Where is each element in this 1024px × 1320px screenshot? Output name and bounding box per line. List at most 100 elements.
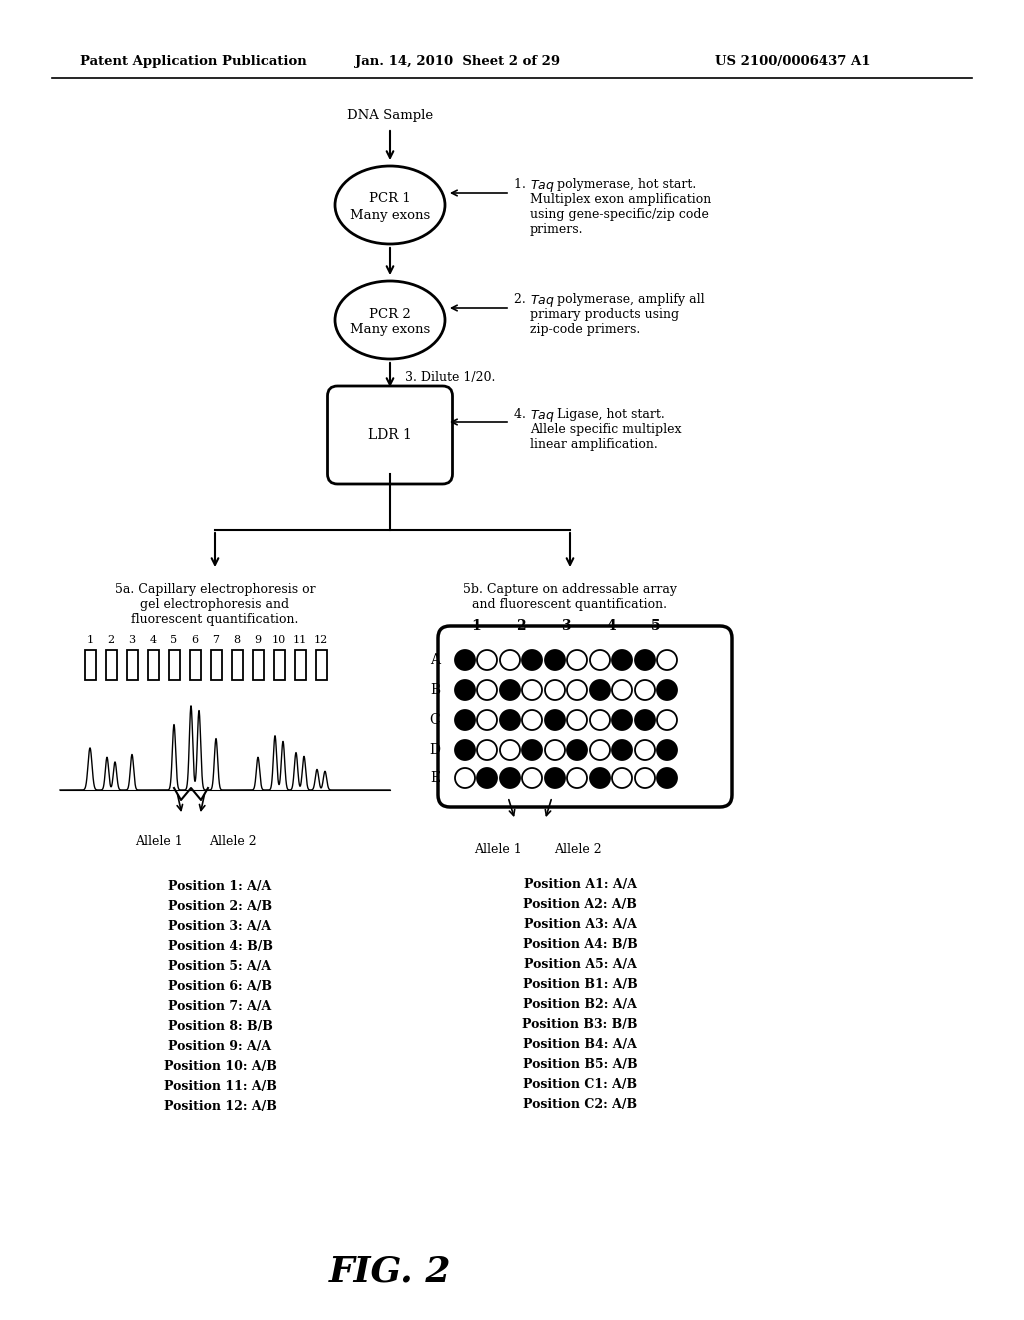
- Text: 4.: 4.: [514, 408, 529, 421]
- Circle shape: [657, 680, 677, 700]
- Circle shape: [612, 649, 632, 671]
- Circle shape: [455, 680, 475, 700]
- Text: 8: 8: [233, 635, 241, 645]
- Text: Position 6: A/B: Position 6: A/B: [168, 979, 272, 993]
- Text: 1.: 1.: [514, 178, 529, 191]
- Circle shape: [657, 741, 677, 760]
- Text: Position 5: A/A: Position 5: A/A: [168, 960, 271, 973]
- Text: and fluorescent quantification.: and fluorescent quantification.: [472, 598, 668, 611]
- Text: 5b. Capture on addressable array: 5b. Capture on addressable array: [463, 583, 677, 597]
- Text: 1: 1: [471, 619, 481, 634]
- Text: Position 12: A/B: Position 12: A/B: [164, 1100, 276, 1113]
- Text: 1: 1: [86, 635, 93, 645]
- Text: C: C: [430, 713, 440, 727]
- Text: 3: 3: [128, 635, 135, 645]
- Circle shape: [612, 741, 632, 760]
- Bar: [147, 649, 159, 680]
- Bar: [169, 649, 179, 680]
- Bar: [85, 649, 95, 680]
- Bar: [253, 649, 263, 680]
- Circle shape: [545, 710, 565, 730]
- Text: Position 8: B/B: Position 8: B/B: [168, 1020, 272, 1034]
- Text: 6: 6: [191, 635, 199, 645]
- Text: Position 9: A/A: Position 9: A/A: [168, 1040, 271, 1053]
- Text: 5: 5: [170, 635, 177, 645]
- Text: Position A1: A/A: Position A1: A/A: [523, 878, 637, 891]
- Text: Allele 1: Allele 1: [135, 836, 183, 847]
- Circle shape: [500, 768, 520, 788]
- Text: D: D: [429, 743, 440, 756]
- Text: 4: 4: [606, 619, 615, 634]
- Text: E: E: [430, 771, 440, 785]
- Text: Position 4: B/B: Position 4: B/B: [168, 940, 272, 953]
- Circle shape: [590, 768, 610, 788]
- Text: Jan. 14, 2010  Sheet 2 of 29: Jan. 14, 2010 Sheet 2 of 29: [355, 55, 560, 69]
- Bar: [295, 649, 305, 680]
- Text: Multiplex exon amplification: Multiplex exon amplification: [530, 193, 712, 206]
- Text: 4: 4: [150, 635, 157, 645]
- Circle shape: [635, 710, 655, 730]
- Circle shape: [635, 649, 655, 671]
- Text: 10: 10: [272, 635, 286, 645]
- Text: Many exons: Many exons: [350, 323, 430, 337]
- Circle shape: [657, 768, 677, 788]
- Bar: [189, 649, 201, 680]
- Text: Position 2: A/B: Position 2: A/B: [168, 900, 272, 913]
- Bar: [105, 649, 117, 680]
- Circle shape: [455, 741, 475, 760]
- Text: using gene-specific/zip code: using gene-specific/zip code: [530, 209, 709, 220]
- Text: Position 11: A/B: Position 11: A/B: [164, 1080, 276, 1093]
- Text: Position C1: A/B: Position C1: A/B: [523, 1078, 637, 1092]
- Text: 3. Dilute 1/20.: 3. Dilute 1/20.: [406, 371, 496, 384]
- Text: US 2100/0006437 A1: US 2100/0006437 A1: [715, 55, 870, 69]
- Text: $\it{Taq}$: $\it{Taq}$: [530, 408, 555, 424]
- Text: 11: 11: [293, 635, 307, 645]
- Circle shape: [567, 741, 587, 760]
- Bar: [231, 649, 243, 680]
- Text: 5: 5: [651, 619, 660, 634]
- Text: A: A: [430, 653, 440, 667]
- Circle shape: [522, 741, 542, 760]
- Text: 12: 12: [314, 635, 328, 645]
- Text: zip-code primers.: zip-code primers.: [530, 323, 640, 337]
- Text: Position B4: A/A: Position B4: A/A: [523, 1038, 637, 1051]
- Text: Allele 2: Allele 2: [209, 836, 257, 847]
- Text: Position A4: B/B: Position A4: B/B: [522, 939, 637, 950]
- Text: 9: 9: [254, 635, 261, 645]
- Circle shape: [500, 710, 520, 730]
- Circle shape: [590, 680, 610, 700]
- Text: Allele 1: Allele 1: [474, 843, 522, 855]
- Circle shape: [545, 768, 565, 788]
- Circle shape: [500, 680, 520, 700]
- Text: Position B1: A/B: Position B1: A/B: [522, 978, 637, 991]
- Text: FIG. 2: FIG. 2: [329, 1255, 452, 1290]
- Bar: [127, 649, 137, 680]
- Text: primary products using: primary products using: [530, 308, 679, 321]
- Text: Patent Application Publication: Patent Application Publication: [80, 55, 307, 69]
- Text: 2.: 2.: [514, 293, 529, 306]
- Text: Position 3: A/A: Position 3: A/A: [168, 920, 271, 933]
- Text: polymerase, amplify all: polymerase, amplify all: [553, 293, 705, 306]
- Text: 3: 3: [561, 619, 570, 634]
- Text: Position C2: A/B: Position C2: A/B: [523, 1098, 637, 1111]
- Text: 2: 2: [108, 635, 115, 645]
- Text: Position B2: A/A: Position B2: A/A: [523, 998, 637, 1011]
- Text: Ligase, hot start.: Ligase, hot start.: [553, 408, 665, 421]
- Text: Allele specific multiplex: Allele specific multiplex: [530, 422, 682, 436]
- Text: PCR 1: PCR 1: [369, 193, 411, 206]
- Text: Position 1: A/A: Position 1: A/A: [168, 880, 271, 894]
- Text: LDR 1: LDR 1: [368, 428, 412, 442]
- Circle shape: [455, 649, 475, 671]
- Text: Position B5: A/B: Position B5: A/B: [522, 1059, 637, 1071]
- Text: linear amplification.: linear amplification.: [530, 438, 657, 451]
- Circle shape: [545, 649, 565, 671]
- Bar: [273, 649, 285, 680]
- Text: Many exons: Many exons: [350, 209, 430, 222]
- Bar: [211, 649, 221, 680]
- Text: $\it{Taq}$: $\it{Taq}$: [530, 178, 555, 194]
- Text: Position 10: A/B: Position 10: A/B: [164, 1060, 276, 1073]
- Text: 7: 7: [213, 635, 219, 645]
- Text: primers.: primers.: [530, 223, 584, 236]
- Text: polymerase, hot start.: polymerase, hot start.: [553, 178, 696, 191]
- Text: Position A5: A/A: Position A5: A/A: [523, 958, 637, 972]
